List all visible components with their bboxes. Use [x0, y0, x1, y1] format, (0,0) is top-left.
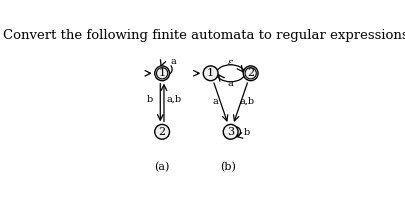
Text: 2: 2 [247, 68, 254, 78]
Text: (a): (a) [154, 162, 170, 172]
Text: 1: 1 [159, 68, 166, 78]
Text: a: a [171, 57, 176, 66]
Circle shape [155, 66, 170, 81]
Text: b: b [147, 95, 153, 104]
Text: 1: 1 [207, 68, 214, 78]
Text: ε: ε [228, 58, 233, 67]
Circle shape [156, 68, 168, 79]
Text: (b): (b) [220, 162, 236, 172]
Circle shape [223, 124, 238, 139]
Text: Convert the following finite automata to regular expressions.: Convert the following finite automata to… [2, 29, 405, 42]
Text: a: a [212, 97, 218, 106]
Circle shape [243, 66, 258, 81]
Text: a,b: a,b [240, 97, 255, 106]
Text: b: b [244, 128, 250, 137]
Circle shape [203, 66, 218, 81]
Text: 3: 3 [227, 127, 234, 137]
Circle shape [155, 124, 170, 139]
Text: a,b: a,b [166, 95, 181, 104]
Text: a: a [228, 79, 234, 88]
Text: 2: 2 [159, 127, 166, 137]
Circle shape [245, 68, 256, 79]
